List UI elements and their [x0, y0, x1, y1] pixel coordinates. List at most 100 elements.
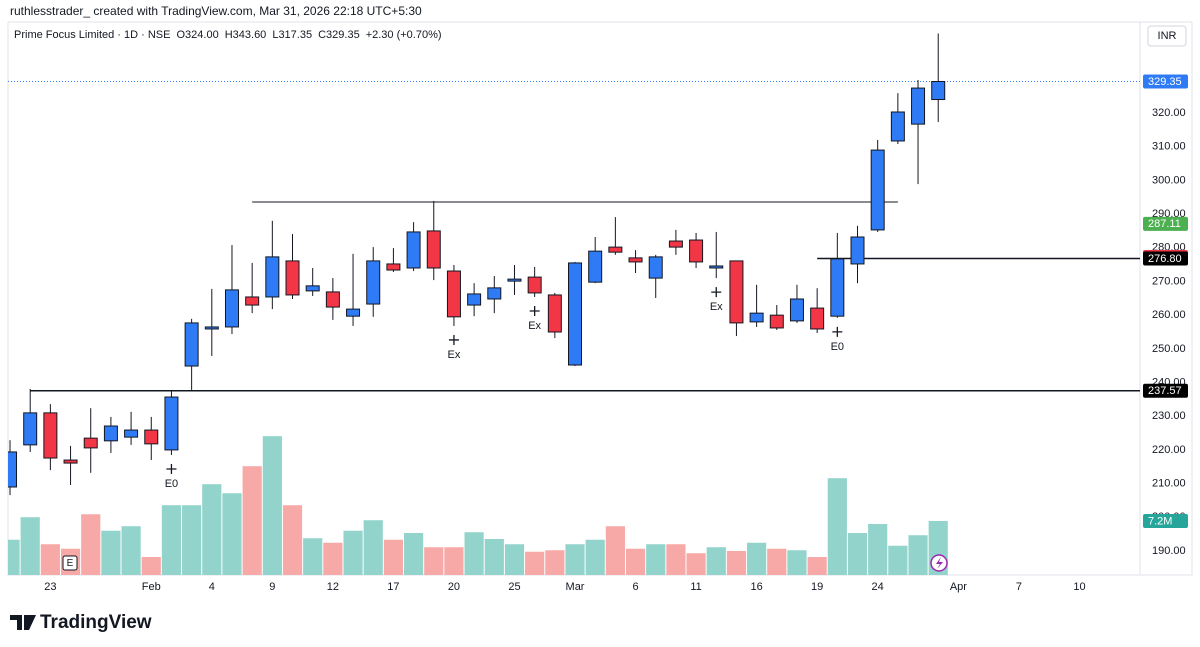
legend-field-value: 324.00	[185, 29, 219, 41]
candle-body	[588, 250, 603, 283]
pane: E0 Ex Ex Ex E0	[8, 33, 1140, 575]
button[interactable]	[62, 555, 78, 571]
volume-bar	[101, 530, 121, 575]
x-tick-label: 10	[1073, 581, 1085, 593]
volume-bar	[40, 544, 60, 575]
volume-bar	[363, 520, 383, 575]
candle-body	[608, 246, 623, 253]
candle-body	[386, 263, 401, 271]
brand-logo	[10, 615, 36, 630]
candle-body	[184, 322, 199, 367]
volume-bar	[605, 526, 625, 575]
event-label: E0	[831, 341, 844, 353]
candle-body	[164, 396, 179, 451]
currency: INR	[1158, 30, 1177, 42]
brand: TradingView	[40, 612, 152, 633]
candle-body	[931, 81, 946, 101]
volume-bar	[767, 548, 787, 575]
event-label: Ex	[528, 320, 541, 332]
event-label: Ex	[710, 301, 723, 313]
y-tick-label: 190.00	[1152, 545, 1186, 557]
legend-field-label: H	[225, 29, 233, 41]
x-tick-label: 23	[44, 581, 56, 593]
volume-bar	[646, 544, 666, 575]
candle-body	[709, 265, 724, 269]
candle-body	[204, 326, 219, 330]
pane-border	[7, 21, 1193, 576]
volume-bar	[686, 553, 706, 575]
volume-bar	[403, 532, 424, 575]
candle-body	[43, 412, 58, 459]
legend-field-label: C	[318, 29, 326, 41]
price-label: 7.2M	[1148, 515, 1172, 527]
candle-body	[789, 298, 804, 322]
legend-field-value: 343.60	[233, 29, 267, 41]
x-tick-label: 6	[632, 581, 638, 593]
volume-bar	[888, 545, 908, 575]
candle-body	[729, 260, 744, 324]
legend-field-label: O	[176, 29, 185, 41]
candle-body	[547, 294, 562, 333]
candle-body	[325, 291, 340, 308]
y-tick-label: 220.00	[1152, 444, 1186, 456]
volume-bar	[424, 547, 444, 575]
volume-bar	[121, 526, 141, 575]
candle-body	[830, 258, 845, 317]
volume-bar	[464, 532, 484, 575]
volume-bar	[81, 514, 101, 575]
candle-body	[406, 231, 421, 269]
candle-body	[689, 239, 704, 263]
volume-bar	[484, 538, 504, 575]
candle-body	[769, 314, 784, 329]
price-label: 276.80	[1148, 253, 1182, 265]
currency-box[interactable]	[1147, 25, 1187, 47]
volume-bar	[525, 551, 545, 575]
y-tick-label: 260.00	[1152, 309, 1186, 321]
candle-body	[810, 307, 825, 330]
volume-bar	[343, 530, 363, 575]
price-label: 329.35	[1148, 76, 1182, 88]
x-tick-label: 7	[1016, 581, 1022, 593]
candle-body	[446, 270, 461, 318]
candle-body	[144, 429, 159, 445]
x-tick-label: Apr	[950, 581, 967, 593]
x-tick-label: 16	[750, 581, 762, 593]
volume-bar	[625, 548, 646, 575]
candle-body	[890, 111, 905, 142]
y-tick-label: 300.00	[1152, 174, 1186, 186]
event-label: E0	[165, 478, 178, 490]
candle-body	[467, 293, 482, 306]
candle-body	[648, 256, 663, 279]
price-label-bg	[1143, 513, 1188, 528]
volume-bar	[747, 542, 767, 575]
volume-bar	[868, 523, 888, 575]
candle-body	[850, 236, 865, 265]
volume-bar	[303, 538, 323, 575]
volume-bar	[262, 436, 282, 575]
candle-body	[305, 285, 320, 292]
x-tick-label: 17	[387, 581, 399, 593]
candle-body	[911, 87, 926, 125]
y-tick-label: 310.00	[1152, 141, 1186, 153]
y-tick-label: 270.00	[1152, 275, 1186, 287]
candle-body	[103, 425, 118, 442]
volume-bar	[827, 478, 847, 575]
candle-body	[507, 278, 522, 282]
volume-bar	[242, 466, 262, 575]
legend-field-value: 317.35	[278, 29, 312, 41]
candle-body	[23, 412, 38, 446]
volume-bar	[222, 493, 242, 575]
price-label-bg	[1143, 383, 1188, 398]
volume-bar	[323, 542, 343, 575]
x-tick-label: 24	[872, 581, 884, 593]
candle-body	[628, 257, 643, 263]
legend-field-label: L	[272, 29, 278, 41]
price-label-bg	[1143, 216, 1188, 231]
volume-bar	[504, 544, 525, 575]
candle-body	[487, 287, 502, 300]
candle-body	[870, 149, 885, 231]
volume-bar	[444, 547, 464, 575]
candle-body	[124, 429, 139, 438]
candle-body	[426, 230, 441, 269]
